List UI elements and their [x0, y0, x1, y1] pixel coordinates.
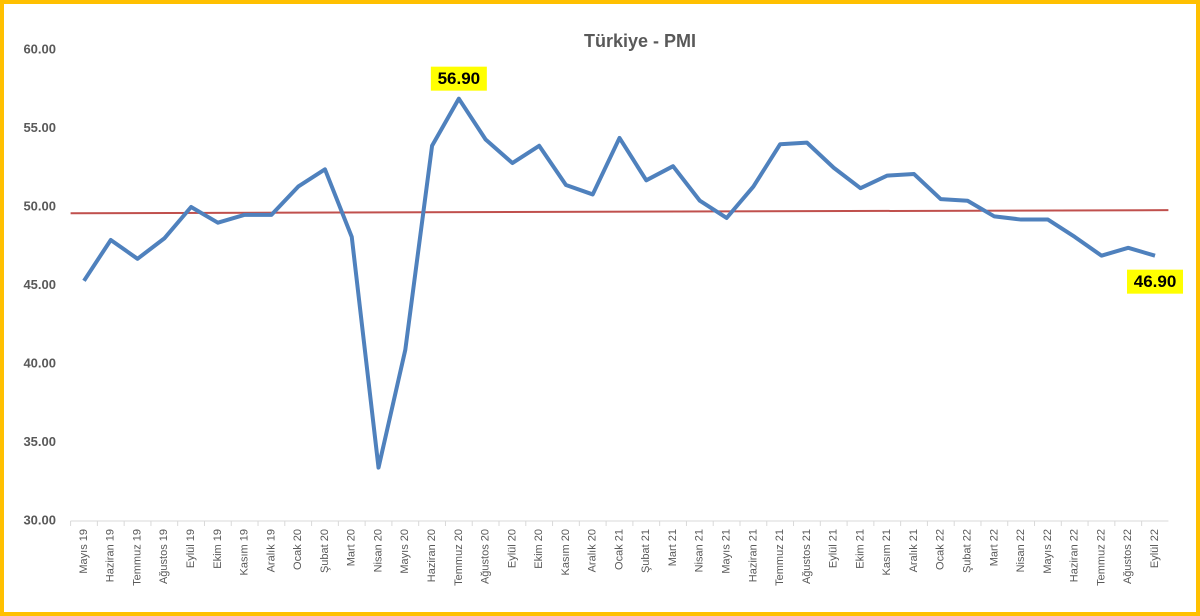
x-tick-label: Temmuz 22	[1095, 529, 1107, 586]
x-tick-label: Temmuz 21	[774, 529, 786, 586]
x-tick-label: Ocak 22	[935, 529, 947, 570]
x-tick-label: Eylül 21	[828, 529, 840, 568]
x-tick-label: Haziran 21	[747, 529, 759, 582]
x-tick-label: Haziran 22	[1069, 529, 1081, 582]
x-tick-label: Temmuz 20	[453, 529, 465, 586]
x-tick-label: Ağustos 22	[1122, 529, 1134, 584]
x-tick-label: Ekim 21	[854, 529, 866, 569]
data-line	[82, 96, 1156, 470]
x-tick-label: Eylül 20	[506, 529, 518, 568]
data-label-group: 46.90	[1127, 269, 1184, 294]
x-tick-label: Nisan 22	[1015, 529, 1027, 572]
x-tick-label: Şubat 22	[961, 529, 973, 573]
x-tick-label: Kasım 19	[239, 529, 251, 575]
y-tick-label: 55.00	[23, 120, 56, 135]
x-tick-label: Şubat 20	[319, 529, 331, 573]
x-tick-label: Nisan 21	[694, 529, 706, 572]
x-tick-label: Ağustos 20	[480, 529, 492, 584]
x-tick-label: Ocak 21	[613, 529, 625, 570]
x-tick-label: Mart 20	[346, 529, 358, 566]
x-tick-label: Mayıs 19	[78, 529, 90, 574]
y-tick-label: 60.00	[23, 41, 56, 56]
x-tick-label: Şubat 21	[640, 529, 652, 573]
chart-title: Türkiye - PMI	[584, 31, 696, 51]
x-tick-label: Ağustos 19	[158, 529, 170, 584]
x-tick-label: Mart 22	[988, 529, 1000, 566]
x-tick-label: Ocak 20	[292, 529, 304, 570]
y-tick-label: 35.00	[23, 434, 56, 449]
x-tick-label: Ekim 20	[533, 529, 545, 569]
x-tick-label: Mart 21	[667, 529, 679, 566]
x-tick-label: Aralık 19	[265, 529, 277, 572]
data-label-bg	[430, 66, 487, 91]
x-tick-label: Haziran 19	[105, 529, 117, 582]
x-tick-label: Temmuz 19	[131, 529, 143, 586]
x-tick-label: Haziran 20	[426, 529, 438, 582]
x-tick-label: Aralık 21	[908, 529, 920, 572]
data-label: 46.90	[1134, 272, 1177, 291]
chart: Türkiye - PMI 30.00 35.00 40.00 45.00 50.00 5…	[23, 31, 1184, 586]
y-tick-label: 40.00	[23, 355, 56, 370]
data-label: 56.90	[438, 69, 481, 88]
data-label-group: 56.90	[430, 66, 487, 91]
x-tick-label: Aralık 20	[587, 529, 599, 572]
y-tick-label: 30.00	[23, 512, 56, 527]
trend-line	[70, 209, 1169, 215]
x-tick-label: Mayıs 22	[1042, 529, 1054, 574]
x-tick-label: Ekim 19	[212, 529, 224, 569]
x-tick-label: Eylül 22	[1149, 529, 1161, 568]
x-tick-label: Kasım 20	[560, 529, 572, 575]
y-tick-label: 45.00	[23, 277, 56, 292]
x-tick-label: Ağustos 21	[801, 529, 813, 584]
y-tick-label: 50.00	[23, 198, 56, 213]
data-label-bg	[1127, 269, 1184, 294]
x-tick-label: Kasım 21	[881, 529, 893, 575]
x-tick-label: Eylül 19	[185, 529, 197, 568]
x-tick-label: Mayıs 20	[399, 529, 411, 574]
x-tick-label: Nisan 20	[372, 529, 384, 572]
x-tick-label: Mayıs 21	[721, 529, 733, 574]
